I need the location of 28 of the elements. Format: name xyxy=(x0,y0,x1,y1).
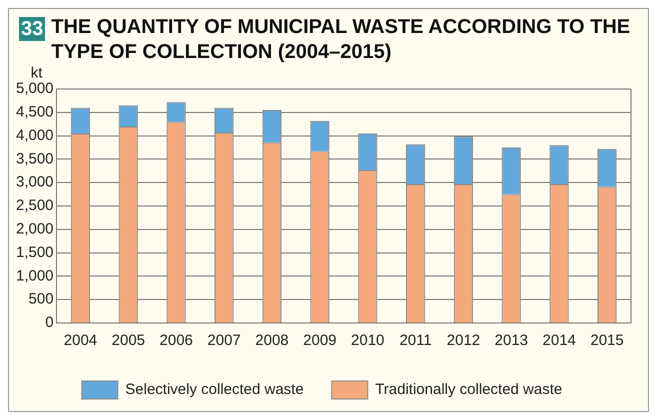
y-tick-label: 2,000 xyxy=(16,220,54,238)
y-axis-title: kt xyxy=(30,64,44,82)
x-tick-label: 2009 xyxy=(303,332,337,350)
x-tick-label: 2010 xyxy=(351,332,384,350)
y-tick-label: 2,500 xyxy=(16,197,54,214)
y-tick-label: 0 xyxy=(45,314,54,332)
x-tick-label: 2012 xyxy=(446,332,480,350)
y-tick-label: 4,000 xyxy=(16,126,54,144)
legend-label: Selectively collected waste xyxy=(125,381,304,398)
x-tick-label: 2006 xyxy=(160,332,193,350)
legend-label: Traditionally collected waste xyxy=(375,381,562,398)
x-tick-label: 2008 xyxy=(255,332,289,350)
y-tick-label: 1,000 xyxy=(16,267,54,284)
x-tick-label: 2005 xyxy=(112,332,146,350)
chart-title: THE QUANTITY OF MUNICIPAL WASTE ACCORDING TO THE TYPE OF COLLECTION (2004–2015) xyxy=(51,15,632,65)
x-tick-label: 2015 xyxy=(590,332,624,350)
x-tick-label: 2004 xyxy=(64,332,98,350)
y-tick-label: 5,000 xyxy=(16,80,54,98)
y-tick-label: 3,500 xyxy=(16,150,54,168)
x-tick-label: 2013 xyxy=(494,332,528,350)
y-tick-label: 4,500 xyxy=(16,104,54,121)
x-tick-label: 2014 xyxy=(542,332,576,350)
y-tick-label: 3,000 xyxy=(16,174,54,191)
text: 33 xyxy=(19,17,46,41)
x-tick-label: 2011 xyxy=(399,332,432,350)
y-tick-label: 1,500 xyxy=(16,244,54,261)
y-tick-label: 500 xyxy=(28,290,54,308)
x-tick-label: 2007 xyxy=(207,332,241,350)
